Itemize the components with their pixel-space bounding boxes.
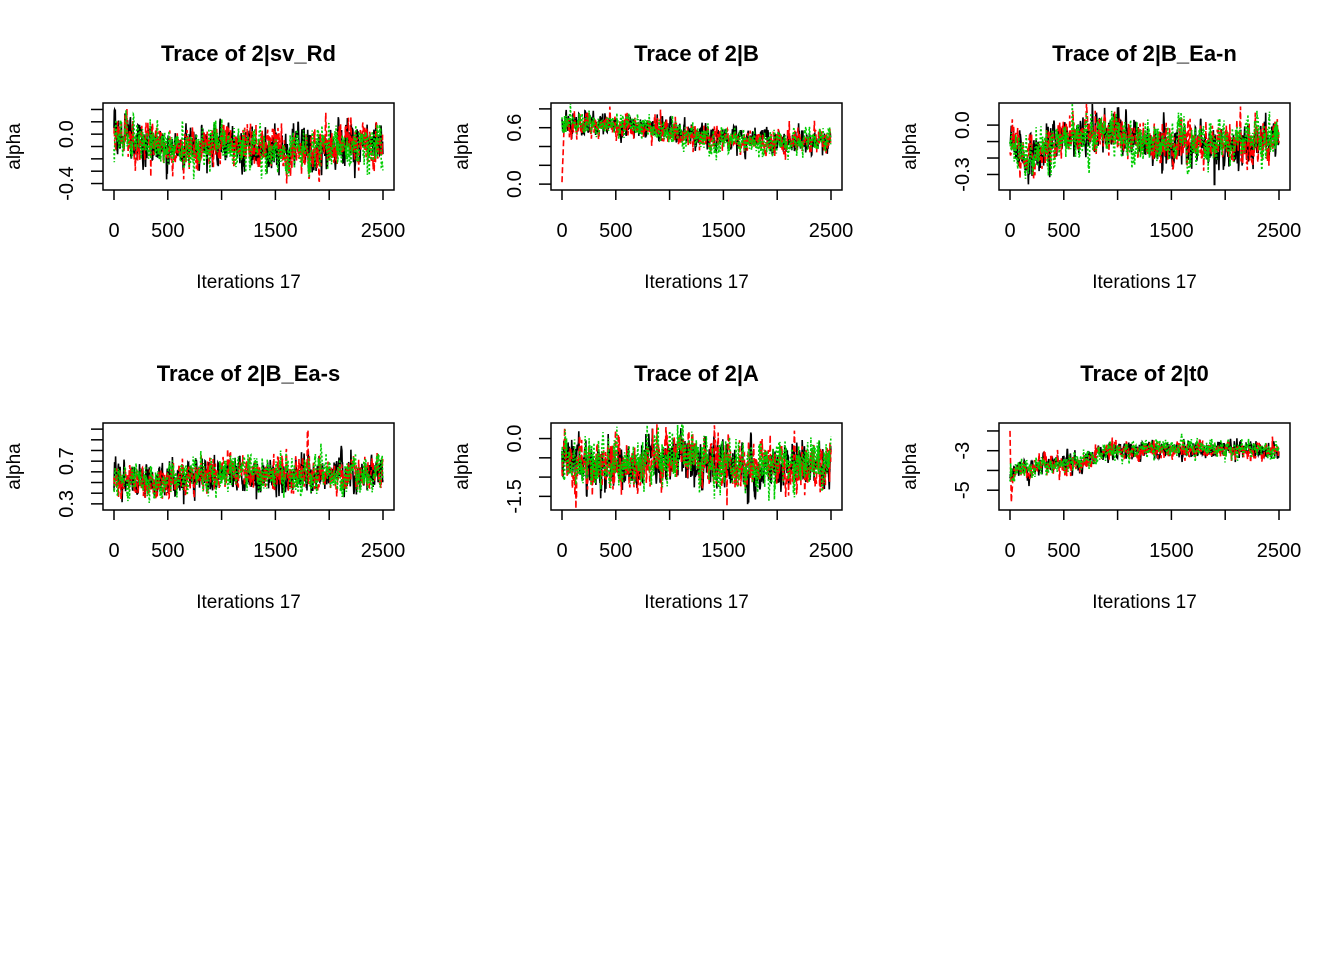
x-axis: 0 500 1500 2500 (1004, 510, 1301, 562)
panel-title: Trace of 2|B (634, 41, 759, 66)
x-axis: 0 500 1500 2500 (1004, 190, 1301, 242)
series-group (113, 106, 384, 184)
x-axis-label: Iterations 17 (644, 272, 749, 293)
y-axis-label: alpha (4, 443, 25, 490)
x-tick-label: 1500 (1149, 220, 1194, 242)
x-tick-label: 2500 (809, 220, 854, 242)
x-axis: 0 500 1500 2500 (108, 510, 405, 562)
panel-title: Trace of 2|B_Ea-s (157, 361, 340, 386)
x-tick-label: 2500 (361, 540, 406, 562)
x-tick-label: 500 (1047, 220, 1080, 242)
chain-3-line (1009, 104, 1280, 179)
x-tick-label: 500 (1047, 540, 1080, 562)
x-tick-label: 500 (599, 540, 632, 562)
series-group (1009, 104, 1280, 186)
series-group (561, 104, 832, 183)
series-group (113, 429, 384, 505)
x-tick-label: 500 (599, 220, 632, 242)
y-axis-label: alpha (452, 123, 473, 170)
y-tick-label: 0.0 (504, 425, 526, 453)
y-tick-label: -5 (952, 481, 974, 499)
plot-box (550, 422, 843, 511)
x-tick-label: 1500 (253, 220, 298, 242)
y-tick-label: 0.3 (56, 490, 78, 518)
chain-3-line (561, 104, 832, 161)
y-tick-label: -1.5 (504, 479, 526, 513)
x-tick-label: 0 (556, 540, 567, 562)
y-axis: -0.4 0.0 (56, 108, 103, 201)
x-tick-label: 0 (1004, 540, 1015, 562)
y-tick-label: 0.0 (952, 111, 974, 139)
x-axis-label: Iterations 17 (644, 592, 749, 613)
x-tick-label: 1500 (253, 540, 298, 562)
trace-panel-2: Trace of 2|B 0 500 1500 2500 Iterations 17 0.0… (452, 41, 853, 293)
y-tick-label: 0.0 (56, 120, 78, 148)
y-axis-label: alpha (4, 123, 25, 170)
series-group (561, 424, 832, 509)
x-tick-label: 2500 (809, 540, 854, 562)
x-tick-label: 1500 (1149, 540, 1194, 562)
y-axis-label: alpha (900, 443, 921, 490)
y-axis: -0.3 0.0 (952, 111, 999, 192)
trace-panel-5: Trace of 2|A 0 500 1500 2500 Iterations 17 -1.… (452, 361, 853, 613)
x-tick-label: 0 (108, 540, 119, 562)
chain-1-line (1009, 104, 1280, 186)
plot-box (102, 422, 395, 511)
panel-title: Trace of 2|A (634, 361, 759, 386)
trace-panel-3: Trace of 2|B_Ea-n 0 500 1500 2500 Iterations … (900, 41, 1301, 293)
series-group (1009, 430, 1280, 503)
y-tick-label: 0.7 (56, 447, 78, 475)
x-tick-label: 0 (108, 220, 119, 242)
y-axis: 0.0 0.6 (504, 108, 551, 198)
y-axis-label: alpha (452, 443, 473, 490)
x-tick-label: 500 (151, 220, 184, 242)
chain-3-line (1009, 433, 1280, 483)
panel-title: Trace of 2|sv_Rd (161, 41, 336, 66)
x-axis: 0 500 1500 2500 (556, 510, 853, 562)
y-tick-label: -0.3 (952, 157, 974, 191)
x-axis-label: Iterations 17 (196, 272, 301, 293)
chain-3-line (113, 110, 384, 180)
x-axis-label: Iterations 17 (1092, 592, 1197, 613)
y-axis: -1.5 0.0 (504, 425, 551, 514)
chain-3-line (113, 443, 384, 504)
x-axis: 0 500 1500 2500 (556, 190, 853, 242)
x-axis: 0 500 1500 2500 (108, 190, 405, 242)
trace-panel-4: Trace of 2|B_Ea-s 0 500 1500 2500 Iterations … (4, 361, 405, 613)
y-tick-label: -0.4 (56, 166, 78, 200)
panel-title: Trace of 2|B_Ea-n (1052, 41, 1237, 66)
y-axis: -5 -3 (952, 430, 999, 499)
x-tick-label: 0 (1004, 220, 1015, 242)
x-tick-label: 2500 (1257, 540, 1302, 562)
x-tick-label: 2500 (361, 220, 406, 242)
x-tick-label: 500 (151, 540, 184, 562)
panel-title: Trace of 2|t0 (1080, 361, 1208, 386)
y-axis: 0.3 0.7 (56, 428, 103, 518)
y-tick-label: 0.6 (504, 114, 526, 142)
trace-panel-6: Trace of 2|t0 0 500 1500 2500 Iterations 17 -5… (900, 361, 1301, 613)
y-tick-label: -3 (952, 442, 974, 460)
y-axis-label: alpha (900, 123, 921, 170)
x-tick-label: 1500 (701, 540, 746, 562)
x-axis-label: Iterations 17 (1092, 272, 1197, 293)
chain-3-line (561, 424, 832, 501)
x-axis-label: Iterations 17 (196, 592, 301, 613)
plot-box (998, 102, 1291, 191)
x-tick-label: 0 (556, 220, 567, 242)
trace-panel-1: Trace of 2|sv_Rd 0 500 1500 2500 Iterations 1… (4, 41, 405, 293)
x-tick-label: 1500 (701, 220, 746, 242)
x-tick-label: 2500 (1257, 220, 1302, 242)
plot-box (998, 422, 1291, 511)
y-tick-label: 0.0 (504, 170, 526, 198)
